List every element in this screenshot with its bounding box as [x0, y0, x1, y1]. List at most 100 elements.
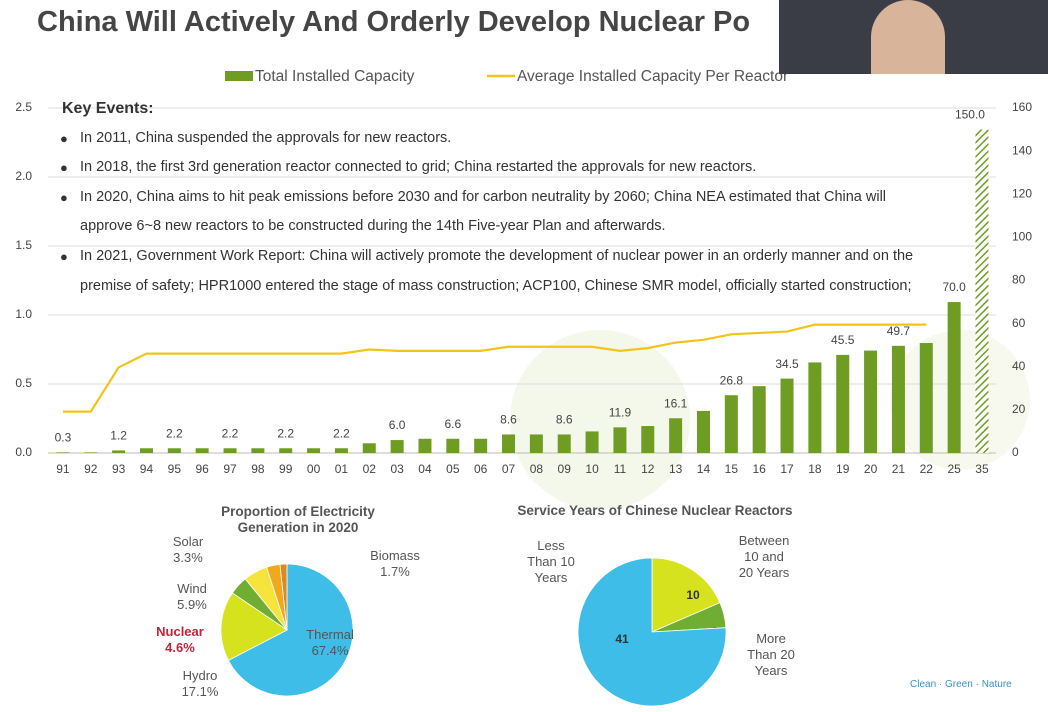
x-tick-label: 25	[947, 462, 961, 476]
x-tick-label: 22	[920, 462, 934, 476]
bar	[139, 448, 153, 453]
pie-slice	[227, 563, 354, 697]
pie-category: Between 10 and 20 Years	[738, 533, 790, 580]
line	[62, 323, 927, 413]
pie-value-label: 5.9%	[177, 597, 207, 612]
pie-label: Solar 3.3%	[158, 534, 218, 566]
bar	[613, 427, 627, 453]
bar	[919, 343, 933, 453]
pie-value-label: 4.6%	[165, 640, 195, 655]
bar	[84, 452, 98, 453]
data-label: 70.0	[942, 280, 966, 294]
x-tick-label: 11	[614, 462, 627, 476]
data-label: 34.5	[775, 357, 799, 371]
bar	[947, 302, 961, 453]
pie-category: Thermal	[306, 627, 354, 642]
x-tick-label: 08	[530, 462, 544, 476]
x-tick-label: 06	[474, 462, 488, 476]
bar	[362, 443, 376, 453]
x-tick-label: 00	[307, 462, 321, 476]
bar	[529, 434, 543, 453]
data-label: 6.0	[389, 418, 406, 432]
bar	[279, 448, 293, 453]
pie-label: Between 10 and 20 Years	[738, 533, 790, 581]
legend-label: Average Installed Capacity Per Reactor	[517, 68, 788, 85]
bar	[418, 438, 432, 453]
data-label: 2.2	[222, 426, 239, 440]
pie-slice	[220, 592, 288, 661]
bar	[56, 452, 70, 453]
bar	[808, 362, 822, 453]
bar	[585, 431, 599, 453]
data-label: 10	[686, 588, 700, 602]
y2-tick-label: 100	[1012, 230, 1032, 244]
data-label: 8.6	[500, 413, 517, 427]
data-label: 26.8	[720, 373, 744, 387]
bar	[334, 448, 348, 453]
x-tick-label: 98	[251, 462, 265, 476]
pie-value-label: 17.1%	[181, 684, 219, 699]
bar	[112, 450, 126, 453]
x-tick-label: 91	[56, 462, 70, 476]
pie-label: Wind 5.9%	[162, 581, 222, 613]
pie-label: Thermal 67.4%	[300, 627, 360, 659]
x-tick-label: 13	[669, 462, 683, 476]
pie-title: Service Years of Chinese Nuclear Reactor…	[517, 503, 793, 518]
pie-label: Biomass 1.7%	[365, 548, 425, 580]
x-tick-label: 12	[641, 462, 655, 476]
pie-category: Biomass	[370, 548, 420, 563]
bar	[975, 129, 989, 453]
event: In 2020, China aims to hit peak emission…	[60, 183, 922, 242]
x-tick-label: 01	[335, 462, 349, 476]
bar	[307, 448, 321, 453]
pie-category: Wind	[177, 581, 207, 596]
data-label: 150.0	[955, 108, 985, 122]
decor	[510, 330, 690, 510]
bar	[557, 434, 571, 453]
legend-swatch	[225, 71, 253, 81]
x-tick-label: 19	[836, 462, 850, 476]
y2-tick-label: 20	[1012, 402, 1026, 416]
bar	[195, 448, 209, 453]
x-tick-label: 92	[84, 462, 98, 476]
data-label: 0.3	[55, 431, 72, 445]
y-tick-label: 0.0	[15, 445, 32, 459]
pie-label: Hydro 17.1%	[170, 668, 230, 700]
pie-title: Proportion of Electricity Generation in …	[221, 504, 375, 535]
y-tick-label: 2.5	[15, 100, 32, 114]
bar	[474, 438, 488, 453]
x-tick-label: 93	[112, 462, 126, 476]
pie-label: Nuclear 4.6%	[150, 624, 210, 656]
x-tick-label: 07	[502, 462, 516, 476]
x-tick-label: 18	[808, 462, 822, 476]
bar	[390, 440, 404, 453]
bar	[696, 410, 710, 453]
data-label: 2.2	[277, 426, 294, 440]
x-tick-label: 14	[697, 462, 711, 476]
data-label: 16.1	[664, 396, 688, 410]
bar	[891, 345, 905, 453]
data-label: 6.6	[444, 417, 461, 431]
y2-tick-label: 160	[1012, 100, 1032, 114]
x-tick-label: 09	[558, 462, 572, 476]
data-label: 2.2	[166, 426, 183, 440]
pie-category: Hydro	[182, 668, 218, 683]
y2-tick-label: 40	[1012, 359, 1026, 373]
bar	[724, 395, 738, 453]
x-tick-label: 16	[752, 462, 766, 476]
x-tick-label: 17	[780, 462, 794, 476]
x-tick-label: 96	[195, 462, 209, 476]
pie-slice	[651, 557, 721, 633]
bar	[752, 386, 766, 453]
bar	[669, 418, 683, 453]
pie-category: Solar	[172, 534, 204, 549]
x-tick-label: 04	[418, 462, 432, 476]
pie-slice	[279, 563, 288, 631]
pie-category: Nuclear	[156, 624, 204, 639]
bar	[223, 448, 237, 453]
data-label: 1.2	[110, 429, 127, 443]
bar	[167, 448, 181, 453]
y2-tick-label: 60	[1012, 316, 1026, 330]
